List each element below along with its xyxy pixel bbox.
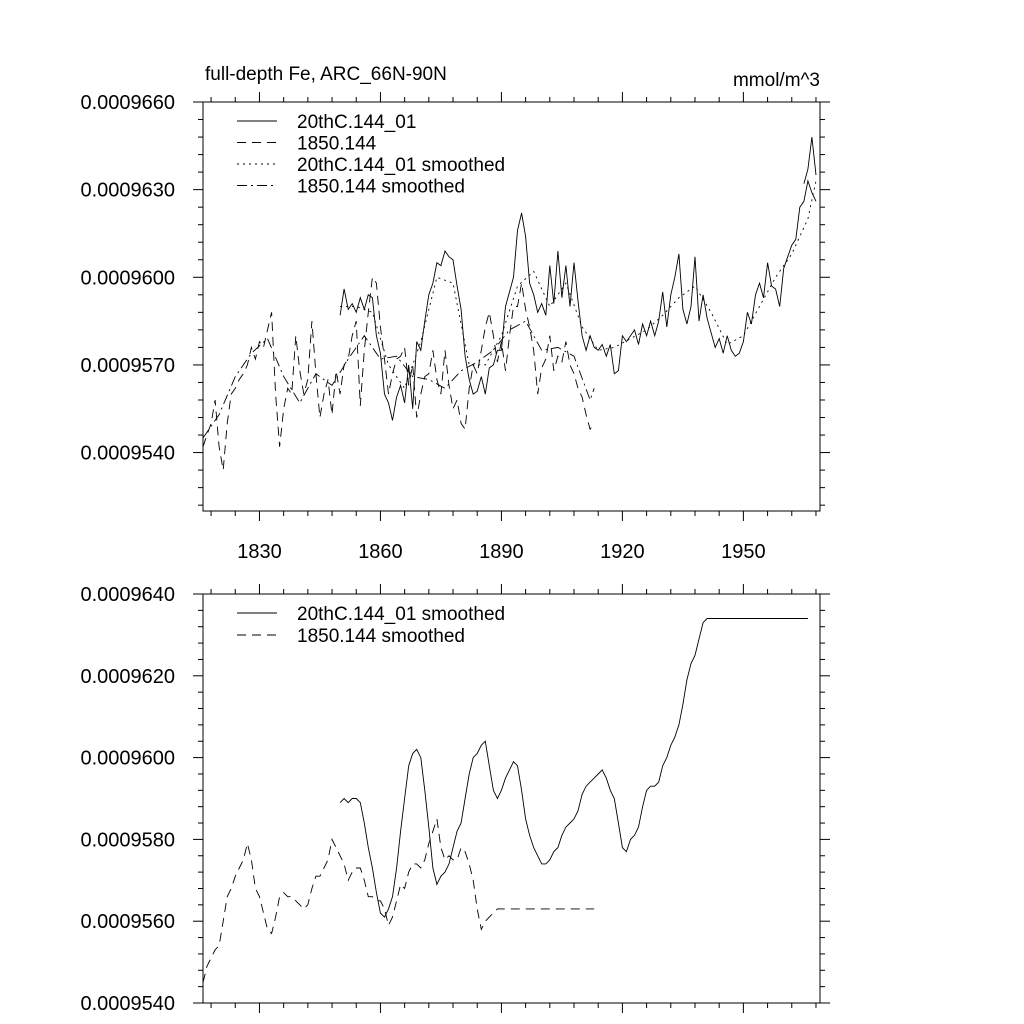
- y-tick-label: 0.0009660: [80, 92, 175, 114]
- y-tick-label: 0.0009540: [80, 443, 175, 465]
- plot-frame: [202, 101, 821, 512]
- series-line-20thc-144-01-smoothed: [339, 618, 808, 918]
- y-tick-label: 0.0009620: [80, 666, 175, 688]
- series-line-1850-144-smoothed: [202, 818, 595, 983]
- chart-title: full-depth Fe, ARC_66N-90N: [205, 64, 447, 85]
- top-chart-panel: 1830 1860 1890 1920 1950 0.0009540 0.0009570 0.…: [80, 64, 830, 563]
- x-tick-label: 1950: [721, 541, 766, 563]
- y-tick-label: 0.0009580: [80, 829, 175, 851]
- y-tick-label: 0.0009600: [80, 748, 175, 770]
- series-line-20thc-144-01: [339, 179, 817, 421]
- x-tick-label: 1920: [600, 541, 645, 563]
- legend-label: 20thC.144_01 smoothed: [297, 604, 505, 625]
- series-line-20thc-144-01-smoothed: [340, 180, 817, 390]
- bottom-chart-panel: 0.0009540 0.0009560 0.0009580 0.0009600 0.00…: [80, 584, 830, 1015]
- y-tick-label: 0.0009540: [80, 993, 175, 1015]
- legend-label: 1850.144 smoothed: [297, 177, 465, 198]
- y-tick-label: 0.0009640: [80, 584, 175, 606]
- legend-label: 20thC.144_01: [297, 112, 416, 133]
- series-line-1850-144-smoothed: [202, 320, 595, 439]
- x-tick-label: 1830: [237, 541, 282, 563]
- y-tick-label: 0.0009560: [80, 911, 175, 933]
- y-tick-label: 0.0009570: [80, 355, 175, 377]
- legend-label: 1850.144: [297, 134, 377, 155]
- y-tick-label: 0.0009630: [80, 180, 175, 202]
- units-label: mmol/m^3: [733, 70, 820, 91]
- legend-label: 1850.144 smoothed: [297, 626, 465, 647]
- plot-frame: [202, 593, 821, 1004]
- series-line-1850-144: [202, 276, 595, 471]
- x-tick-label: 1890: [479, 541, 524, 563]
- legend-label: 20thC.144_01 smoothed: [297, 155, 505, 176]
- x-tick-label: 1860: [358, 541, 403, 563]
- series-line-tail: [803, 137, 817, 184]
- y-tick-label: 0.0009600: [80, 267, 175, 289]
